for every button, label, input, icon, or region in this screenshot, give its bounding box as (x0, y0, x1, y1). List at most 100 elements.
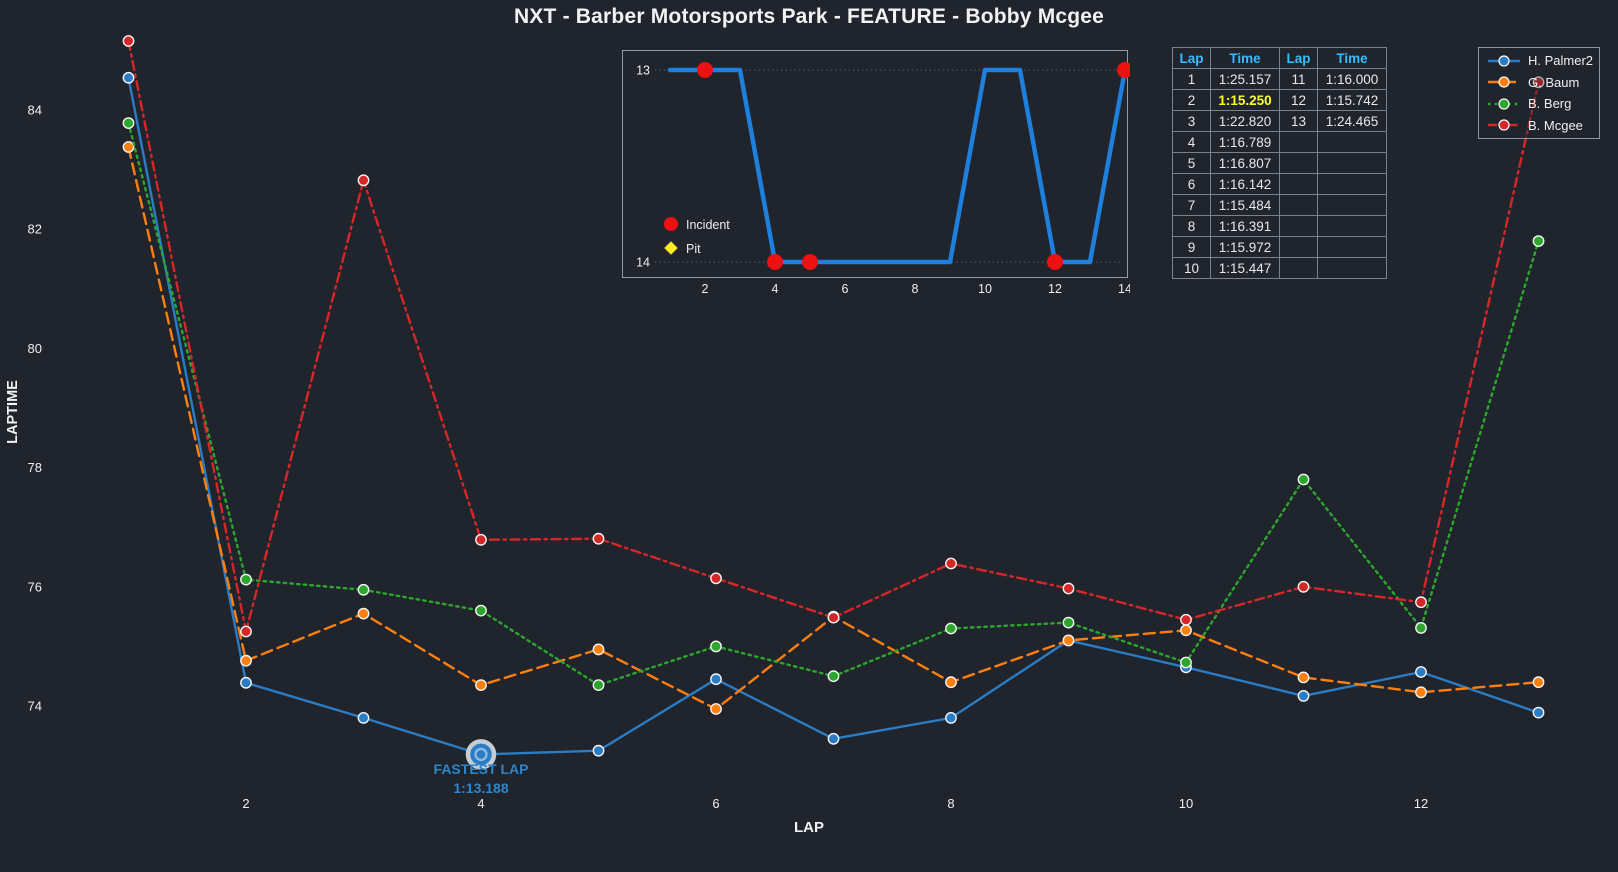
fastest-lap-time: 1:13.188 (453, 780, 508, 796)
data-point (475, 533, 487, 546)
inset-x-tick: 6 (842, 282, 849, 296)
time-cell: 1:16.789 (1210, 131, 1280, 153)
legend-line-swatch (1488, 76, 1520, 88)
table-header-time: Time (1210, 47, 1280, 69)
y-tick-label: 80 (28, 341, 42, 356)
y-tick-label: 76 (28, 579, 42, 594)
lap-cell (1279, 236, 1318, 258)
y-tick-label: 78 (28, 460, 42, 475)
data-point (475, 679, 487, 691)
data-point (122, 71, 135, 84)
inset-x-tick: 12 (1048, 282, 1062, 296)
lap-cell: 6 (1172, 173, 1211, 195)
lap-cell: 2 (1172, 89, 1211, 111)
data-point (592, 643, 605, 656)
lap-cell (1279, 257, 1318, 279)
lap-cell: 12 (1279, 89, 1318, 111)
data-point (592, 532, 605, 545)
data-point (827, 670, 840, 683)
fastest-lap-annotation: FASTEST LAP 1:13.188 (434, 739, 529, 796)
inset-x-tick: 2 (702, 282, 709, 296)
data-point (1415, 686, 1427, 699)
lap-cell: 13 (1279, 110, 1318, 132)
data-point (240, 573, 252, 586)
inset-y-tick: 13 (636, 64, 650, 78)
table-row: 4 1:16.789 (1172, 131, 1387, 153)
fastest-lap-marker (465, 739, 497, 770)
data-point (827, 611, 840, 624)
data-point (1180, 624, 1192, 637)
legend-line-swatch (1488, 98, 1520, 110)
table-header-time: Time (1317, 47, 1387, 69)
data-point (1062, 634, 1075, 647)
data-point (475, 604, 487, 617)
table-row: 8 1:16.391 (1172, 215, 1387, 237)
lap-table-grid: Lap Time Lap Time 1 1:25.157 11 1:16.000 2 1:15.2… (1172, 47, 1387, 279)
data-point (710, 640, 722, 653)
table-header-lap: Lap (1279, 47, 1318, 69)
x-tick-label: 10 (1179, 796, 1193, 811)
time-cell: 1:15.250 (1210, 89, 1280, 111)
lap-cell (1279, 215, 1318, 237)
time-cell (1317, 215, 1387, 237)
inset-x-tick: 4 (772, 282, 779, 296)
inset-x-tick: 14 (1118, 282, 1130, 296)
x-tick-label: 4 (477, 796, 484, 811)
pit-legend-label: Pit (686, 242, 701, 256)
inset-y-tick: 14 (636, 256, 650, 270)
data-point (945, 622, 957, 635)
data-point (122, 141, 135, 153)
position-inset-chart: 13 14 2 4 6 8 10 12 14 Incident Pit (605, 45, 1133, 297)
data-point (710, 673, 722, 686)
x-tick-label: 2 (242, 796, 249, 811)
data-point (710, 572, 722, 585)
data-point (1532, 676, 1545, 689)
legend-line-swatch (1488, 55, 1520, 67)
x-axis-label: LAP (794, 819, 824, 836)
chart-title: NXT - Barber Motorsports Park - FEATURE … (513, 5, 1105, 28)
data-point (1415, 622, 1427, 634)
x-tick-label: 8 (947, 796, 954, 811)
fastest-lap-label: FASTEST LAP (434, 761, 529, 777)
y-tick-label: 84 (28, 103, 42, 118)
legend-label: B. Berg (1528, 96, 1572, 112)
data-point (1415, 666, 1427, 678)
data-point (357, 607, 370, 620)
incident-legend-label: Incident (686, 218, 730, 232)
lap-cell: 9 (1172, 236, 1211, 258)
legend-entry-b-mcgee: B. Mcgee (1487, 118, 1599, 133)
data-point (1415, 596, 1427, 609)
time-cell: 1:22.820 (1210, 110, 1280, 132)
data-point (1180, 656, 1192, 669)
data-point (1062, 582, 1075, 595)
data-point (1180, 613, 1192, 626)
time-cell (1317, 131, 1387, 153)
incident-marker (1117, 62, 1133, 78)
data-point (357, 712, 370, 724)
data-point (122, 35, 135, 47)
incident-marker (802, 254, 818, 270)
lap-cell: 8 (1172, 215, 1211, 237)
time-cell: 1:24.465 (1317, 110, 1387, 132)
data-point (1297, 690, 1310, 702)
data-point (827, 732, 840, 745)
table-row: 7 1:15.484 (1172, 194, 1387, 216)
time-cell (1317, 152, 1387, 174)
time-cell: 1:15.447 (1210, 257, 1280, 279)
y-axis-label: LAPTIME (5, 380, 21, 444)
time-cell (1317, 236, 1387, 258)
incident-marker (1047, 254, 1063, 270)
time-cell: 1:15.742 (1317, 89, 1387, 111)
x-tick-label: 6 (712, 796, 719, 811)
time-cell: 1:16.000 (1317, 68, 1387, 90)
data-point (1532, 76, 1545, 89)
table-header-lap: Lap (1172, 47, 1211, 69)
legend-line-swatch (1488, 119, 1520, 131)
data-point (1297, 671, 1310, 684)
time-cell: 1:15.972 (1210, 236, 1280, 258)
lap-cell (1279, 173, 1318, 195)
time-cell: 1:16.807 (1210, 152, 1280, 174)
data-point (945, 676, 957, 689)
